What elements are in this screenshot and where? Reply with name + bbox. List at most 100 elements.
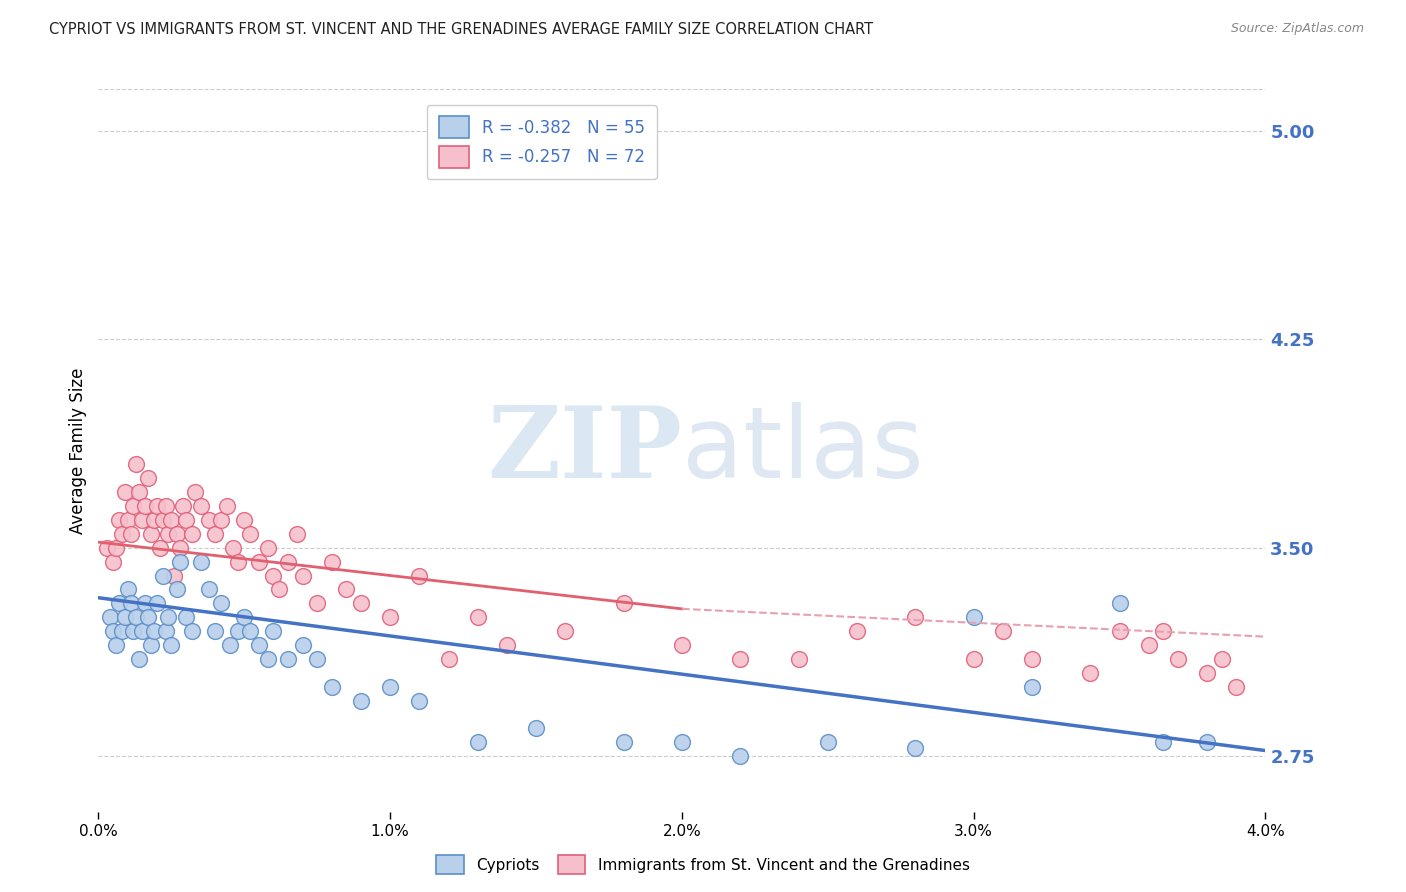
Point — [146, 499, 169, 513]
Point — [117, 513, 139, 527]
Point — [142, 624, 165, 638]
Point — [1021, 680, 1043, 694]
Point — [228, 624, 250, 638]
Point — [554, 624, 576, 638]
Point — [218, 638, 240, 652]
Point — [134, 596, 156, 610]
Text: CYPRIOT VS IMMIGRANTS FROM ST. VINCENT AND THE GRENADINES AVERAGE FAMILY SIZE CO: CYPRIOT VS IMMIGRANTS FROM ST. VINCENT A… — [49, 22, 873, 37]
Point — [111, 624, 134, 638]
Point — [111, 526, 134, 541]
Point — [190, 555, 212, 569]
Point — [730, 652, 752, 666]
Point — [166, 526, 188, 541]
Point — [1152, 735, 1174, 749]
Point — [1195, 735, 1218, 749]
Point — [125, 610, 148, 624]
Point — [1108, 624, 1130, 638]
Point — [671, 735, 693, 749]
Text: ZIP: ZIP — [486, 402, 682, 499]
Point — [307, 596, 329, 610]
Point — [335, 582, 357, 597]
Point — [163, 568, 186, 582]
Point — [180, 526, 202, 541]
Point — [108, 596, 131, 610]
Text: atlas: atlas — [682, 402, 924, 499]
Point — [307, 652, 329, 666]
Point — [1211, 652, 1233, 666]
Y-axis label: Average Family Size: Average Family Size — [69, 368, 87, 533]
Point — [496, 638, 519, 652]
Point — [146, 596, 169, 610]
Point — [233, 513, 256, 527]
Point — [262, 568, 284, 582]
Point — [467, 610, 489, 624]
Point — [1195, 665, 1218, 680]
Point — [904, 740, 927, 755]
Point — [104, 638, 127, 652]
Point — [269, 582, 291, 597]
Point — [1108, 596, 1130, 610]
Point — [152, 568, 174, 582]
Point — [172, 499, 194, 513]
Point — [817, 735, 839, 749]
Point — [321, 680, 343, 694]
Point — [524, 722, 547, 736]
Point — [108, 513, 131, 527]
Point — [131, 624, 153, 638]
Point — [139, 638, 162, 652]
Point — [247, 555, 270, 569]
Point — [613, 596, 636, 610]
Point — [380, 680, 402, 694]
Point — [730, 749, 752, 764]
Point — [247, 638, 270, 652]
Point — [991, 624, 1014, 638]
Point — [155, 499, 177, 513]
Point — [142, 513, 165, 527]
Point — [101, 555, 124, 569]
Point — [104, 541, 127, 555]
Point — [155, 624, 177, 638]
Point — [157, 610, 180, 624]
Point — [136, 471, 159, 485]
Point — [904, 610, 927, 624]
Point — [408, 693, 430, 707]
Legend: R = -0.382   N = 55, R = -0.257   N = 72: R = -0.382 N = 55, R = -0.257 N = 72 — [427, 104, 657, 179]
Point — [321, 555, 343, 569]
Point — [204, 526, 226, 541]
Point — [962, 610, 984, 624]
Point — [262, 624, 284, 638]
Point — [149, 541, 172, 555]
Point — [128, 652, 150, 666]
Point — [125, 458, 148, 472]
Point — [204, 624, 226, 638]
Point — [1080, 665, 1102, 680]
Point — [671, 638, 693, 652]
Point — [169, 541, 191, 555]
Point — [277, 652, 299, 666]
Point — [256, 541, 278, 555]
Point — [256, 652, 278, 666]
Point — [198, 513, 221, 527]
Point — [787, 652, 810, 666]
Point — [131, 513, 153, 527]
Point — [408, 568, 430, 582]
Point — [136, 610, 159, 624]
Point — [152, 513, 174, 527]
Point — [117, 582, 139, 597]
Point — [114, 610, 136, 624]
Point — [350, 596, 373, 610]
Point — [96, 541, 118, 555]
Point — [174, 610, 197, 624]
Point — [239, 526, 262, 541]
Point — [180, 624, 202, 638]
Point — [190, 499, 212, 513]
Point — [350, 693, 373, 707]
Point — [233, 610, 256, 624]
Point — [183, 485, 205, 500]
Legend: Cypriots, Immigrants from St. Vincent and the Grenadines: Cypriots, Immigrants from St. Vincent an… — [430, 849, 976, 880]
Point — [437, 652, 460, 666]
Point — [166, 582, 188, 597]
Point — [277, 555, 299, 569]
Point — [122, 624, 145, 638]
Point — [291, 568, 314, 582]
